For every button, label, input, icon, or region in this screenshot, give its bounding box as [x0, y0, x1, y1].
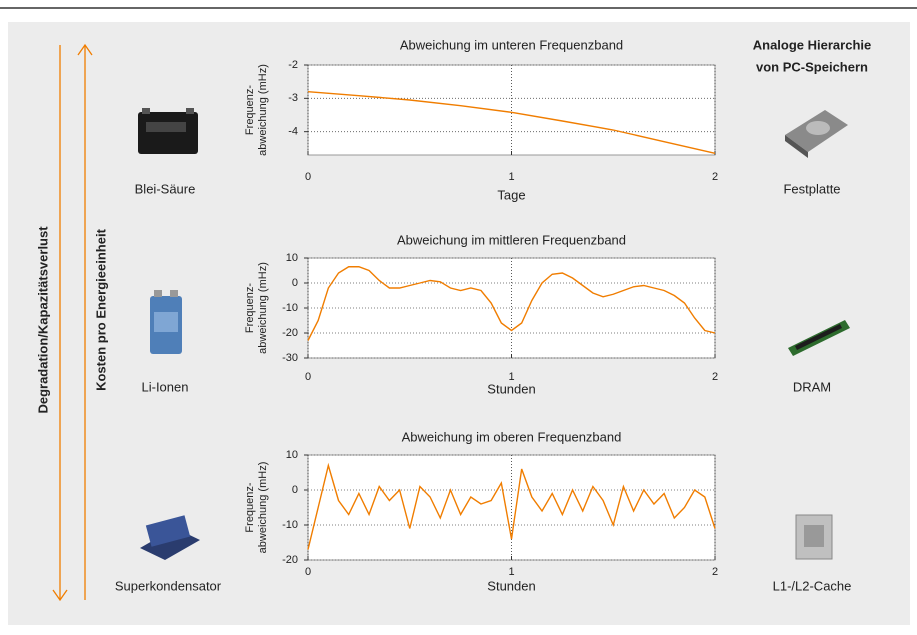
cpu-icon	[796, 515, 832, 559]
y-tick-label: -20	[282, 327, 298, 339]
x-tick-label: 2	[712, 171, 718, 183]
y-axis-label: Frequenz-	[244, 482, 256, 532]
storage-label: DRAM	[793, 379, 831, 394]
y-tick-label: -4	[288, 126, 298, 138]
right-title: Analoge Hierarchie	[753, 37, 872, 52]
x-axis-label: Stunden	[487, 381, 535, 396]
y-axis-label: abweichung (mHz)	[257, 64, 269, 156]
y-axis-label: abweichung (mHz)	[257, 262, 269, 354]
storage-label: Festplatte	[783, 181, 840, 196]
x-tick-label: 1	[508, 566, 514, 578]
chart-title: Abweichung im oberen Frequenzband	[402, 429, 622, 444]
x-tick-label: 0	[305, 371, 311, 383]
lead-acid-icon	[138, 108, 198, 154]
x-tick-label: 2	[712, 566, 718, 578]
y-tick-label: -30	[282, 352, 298, 364]
figure: Degradation/Kapazitätsverlust Kosten pro…	[0, 0, 917, 630]
y-tick-label: 10	[286, 252, 298, 264]
y-tick-label: -10	[282, 519, 298, 531]
y-axis-label: abweichung (mHz)	[257, 462, 269, 554]
x-tick-label: 0	[305, 171, 311, 183]
y-tick-label: -10	[282, 302, 298, 314]
cost-label: Kosten pro Energieeinheit	[93, 228, 108, 390]
degradation-label: Degradation/Kapazitätsverlust	[35, 226, 50, 414]
x-tick-label: 1	[508, 171, 514, 183]
y-tick-label: 0	[292, 277, 298, 289]
y-tick-label: 10	[286, 449, 298, 461]
y-tick-label: -2	[288, 59, 298, 71]
x-tick-label: 2	[712, 371, 718, 383]
chart-title: Abweichung im unteren Frequenzband	[400, 37, 623, 52]
y-tick-label: -20	[282, 554, 298, 566]
y-axis-label: Frequenz-	[244, 283, 256, 333]
right-title: von PC-Speichern	[756, 59, 868, 74]
y-tick-label: -3	[288, 92, 298, 104]
chart-title: Abweichung im mittleren Frequenzband	[397, 232, 626, 247]
x-axis-label: Tage	[497, 187, 525, 202]
y-axis-label: Frequenz-	[244, 85, 256, 135]
x-axis-label: Stunden	[487, 578, 535, 593]
x-tick-label: 0	[305, 566, 311, 578]
x-tick-label: 1	[508, 371, 514, 383]
battery-label: Superkondensator	[115, 578, 222, 593]
storage-label: L1-/L2-Cache	[773, 578, 852, 593]
battery-label: Li-Ionen	[142, 379, 189, 394]
battery-label: Blei-Säure	[135, 181, 196, 196]
li-ion-icon	[150, 290, 182, 354]
y-tick-label: 0	[292, 484, 298, 496]
